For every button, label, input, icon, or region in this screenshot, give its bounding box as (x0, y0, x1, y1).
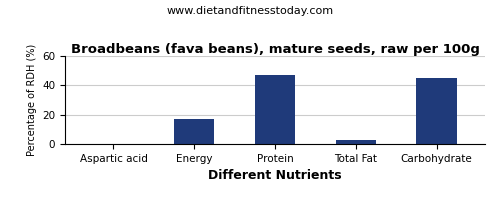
Bar (174, 119, 214, 144)
Bar (336, 140, 376, 144)
Y-axis label: Percentage of RDH (%): Percentage of RDH (%) (26, 44, 36, 156)
X-axis label: Different Nutrients: Different Nutrients (208, 169, 342, 182)
Bar (255, 75, 295, 144)
Title: Broadbeans (fava beans), mature seeds, raw per 100g: Broadbeans (fava beans), mature seeds, r… (70, 43, 480, 56)
Text: www.dietandfitnesstoday.com: www.dietandfitnesstoday.com (166, 6, 334, 16)
Bar (416, 78, 457, 144)
